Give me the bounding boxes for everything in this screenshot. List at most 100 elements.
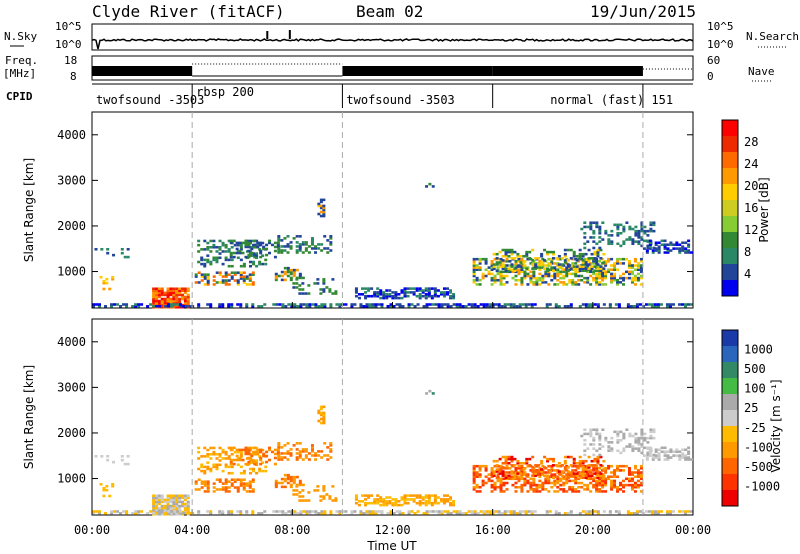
power-cell <box>593 269 597 273</box>
power-cell <box>421 289 425 292</box>
velocity-cell <box>255 459 259 462</box>
velocity-cell <box>529 477 533 481</box>
velocity-cell <box>475 471 479 474</box>
velocity-cell <box>505 464 509 468</box>
power-cell <box>277 235 281 238</box>
velocity-cell <box>598 447 602 450</box>
velocity-cell <box>530 510 534 513</box>
velocity-cell <box>421 498 425 501</box>
velocity-cell <box>388 500 392 503</box>
velocity-cell <box>249 446 253 450</box>
power-cell <box>640 238 644 241</box>
velocity-cell <box>365 510 369 513</box>
power-cell <box>529 262 533 265</box>
velocity-cell <box>590 472 594 475</box>
velocity-cell <box>578 455 582 459</box>
power-cell <box>634 225 638 229</box>
power-cell <box>334 292 338 295</box>
power-cell <box>464 305 468 308</box>
power-cell <box>683 305 687 308</box>
velocity-cell <box>126 454 130 458</box>
velocity-cell <box>538 483 542 487</box>
power-cell <box>197 271 201 274</box>
power-cell <box>276 245 280 249</box>
velocity-cell <box>274 485 278 489</box>
power-cell <box>350 303 354 306</box>
power-cell <box>319 214 323 218</box>
velocity-cell <box>637 443 641 446</box>
velocity-cell <box>504 459 508 463</box>
velocity-cell <box>523 477 527 481</box>
velocity-cell <box>400 498 404 501</box>
power-cell <box>490 266 494 269</box>
velocity-cell <box>379 500 383 503</box>
power-cell <box>513 257 517 260</box>
power-cell <box>628 227 632 231</box>
power-cell <box>590 265 594 268</box>
velocity-cell <box>203 484 207 487</box>
velocity-cell <box>598 453 602 457</box>
velocity-cell <box>244 446 248 450</box>
velocity-cell <box>547 469 551 472</box>
power-cell <box>380 305 384 308</box>
velocity-cell <box>157 496 161 500</box>
freq-tick-top: 18 <box>64 54 77 67</box>
power-cell <box>528 250 532 254</box>
velocity-cell <box>295 452 299 455</box>
power-cell <box>376 293 380 296</box>
power-cell <box>541 274 545 278</box>
power-cell <box>583 276 587 280</box>
power-cell <box>326 251 330 254</box>
power-cell <box>522 261 526 264</box>
power-cell <box>504 254 508 258</box>
velocity-cell <box>633 464 637 468</box>
power-cell <box>385 293 389 296</box>
power-cell <box>178 287 182 291</box>
velocity-cell <box>551 459 555 463</box>
velocity-cell <box>212 486 216 489</box>
power-cell <box>596 250 600 254</box>
velocity-cell <box>292 493 296 496</box>
velocity-cell <box>354 494 358 497</box>
power-cell <box>322 282 326 285</box>
velocity-cell <box>248 490 252 493</box>
power-cell <box>186 295 190 299</box>
velocity-cell <box>490 485 494 489</box>
power-cell <box>610 268 614 271</box>
power-cell <box>616 283 620 286</box>
velocity-cell <box>251 510 255 513</box>
power-cell <box>607 234 611 237</box>
power-cell <box>643 229 647 233</box>
velocity-cell <box>329 442 333 445</box>
velocity-cell <box>247 462 251 466</box>
power-cell <box>445 287 449 290</box>
velocity-cell <box>538 475 542 478</box>
velocity-cell <box>111 482 115 486</box>
velocity-cell <box>593 472 597 475</box>
power-cell <box>239 264 243 268</box>
velocity-cell <box>596 474 600 477</box>
power-cell <box>155 305 159 308</box>
power-cell <box>577 278 581 282</box>
power-cell <box>630 272 634 276</box>
power-cell <box>495 257 499 260</box>
velocity-cell <box>160 512 164 516</box>
power-cell <box>571 283 575 286</box>
velocity-cell <box>169 508 173 512</box>
colorbar-cell <box>722 394 738 411</box>
power-cell <box>633 264 637 267</box>
power-cell <box>565 266 569 269</box>
power-cell <box>295 278 299 281</box>
power-cell <box>525 252 529 256</box>
power-cell <box>532 270 536 274</box>
velocity-cell <box>581 472 585 475</box>
power-cell <box>241 241 245 245</box>
velocity-cell <box>278 510 282 513</box>
velocity-cell <box>102 488 106 492</box>
velocity-cell <box>439 500 443 503</box>
power-cell <box>320 305 324 308</box>
y-tick-label: 1000 <box>57 265 86 279</box>
power-cell <box>574 272 578 276</box>
velocity-cell <box>247 460 251 464</box>
velocity-cell <box>619 438 623 442</box>
